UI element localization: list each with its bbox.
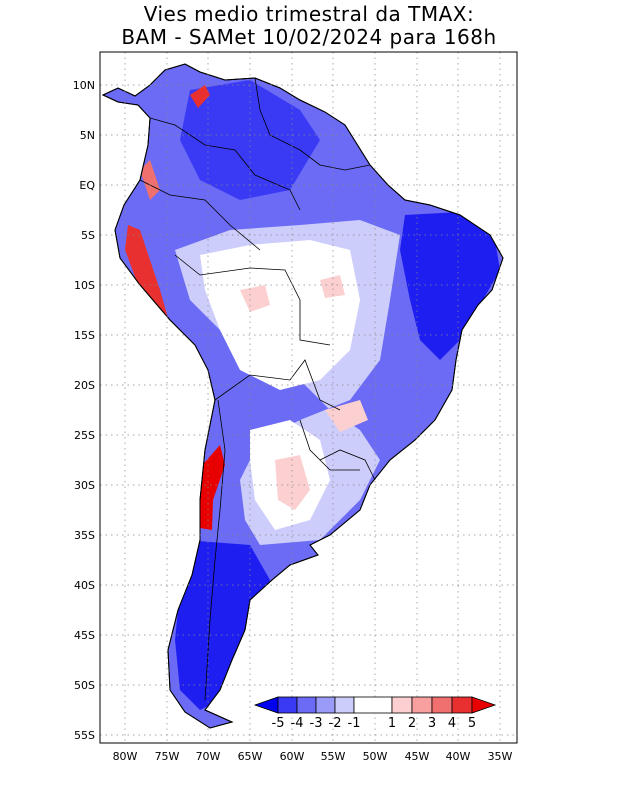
lon-tick-45w: 45W	[405, 750, 430, 763]
lat-tick-40s: 40S	[74, 579, 95, 592]
lon-tick-80w: 80W	[113, 750, 138, 763]
colorbar-label: -4	[291, 716, 304, 731]
colorbar-bin	[431, 696, 453, 714]
lat-tick-35s: 35S	[74, 529, 95, 542]
colorbar-bin	[451, 696, 473, 714]
colorbar-bin	[277, 696, 298, 714]
lon-tick-40w: 40W	[446, 750, 471, 763]
lat-tick-45s: 45S	[74, 629, 95, 642]
colorbar-label: 3	[428, 716, 436, 731]
colorbar-label: 2	[408, 716, 416, 731]
lat-tick-55s: 55S	[74, 729, 95, 742]
lat-tick-10n: 10N	[73, 79, 95, 92]
lon-tick-labels: 80W 75W 70W 65W 60W 55W 50W 45W 40W 35W	[113, 750, 513, 763]
colorbar-label: 1	[388, 716, 396, 731]
lat-tick-10s: 10S	[74, 279, 95, 292]
map-title-line-2: BAM - SAMet 10/02/2024 para 168h	[121, 25, 497, 49]
colorbar-bin	[391, 696, 413, 714]
lon-tick-50w: 50W	[363, 750, 388, 763]
lat-tick-50s: 50S	[74, 679, 95, 692]
lon-tick-65w: 65W	[238, 750, 263, 763]
lon-tick-60w: 60W	[280, 750, 305, 763]
lat-tick-5s: 5S	[81, 229, 95, 242]
colorbar-label: 4	[448, 716, 456, 731]
colorbar-bin	[411, 696, 433, 714]
lon-tick-55w: 55W	[321, 750, 346, 763]
map-title-line-1: Vies medio trimestral da TMAX:	[143, 2, 475, 26]
colorbar-label: -3	[310, 716, 323, 731]
colorbar-label: -2	[329, 716, 342, 731]
graticule	[100, 52, 517, 743]
lat-tick-20s: 20S	[74, 379, 95, 392]
colorbar-label: -1	[348, 716, 361, 731]
colorbar-bin	[315, 696, 336, 714]
lat-tick-15s: 15S	[74, 329, 95, 342]
colorbar: -5 -4 -3 -2 -1 1 2 3 4 5	[253, 696, 497, 731]
lat-tick-5n: 5N	[80, 129, 95, 142]
lat-tick-30s: 30S	[74, 479, 95, 492]
lat-tick-eq: EQ	[79, 179, 95, 192]
lon-tick-75w: 75W	[155, 750, 180, 763]
lon-tick-35w: 35W	[488, 750, 513, 763]
colorbar-bin	[296, 696, 317, 714]
lon-tick-70w: 70W	[196, 750, 221, 763]
colorbar-label: -5	[272, 716, 285, 731]
colorbar-bin	[334, 696, 355, 714]
lat-tick-25s: 25S	[74, 429, 95, 442]
colorbar-label: 5	[468, 716, 476, 731]
country-borders	[139, 77, 376, 701]
coastline-outline	[101, 63, 504, 729]
colorbar-bin	[353, 696, 393, 714]
lat-tick-labels: 10N 5N EQ 5S 10S 15S 20S 25S 30S 35S 40S…	[73, 79, 96, 742]
colorbar-arrow-right	[471, 696, 497, 714]
